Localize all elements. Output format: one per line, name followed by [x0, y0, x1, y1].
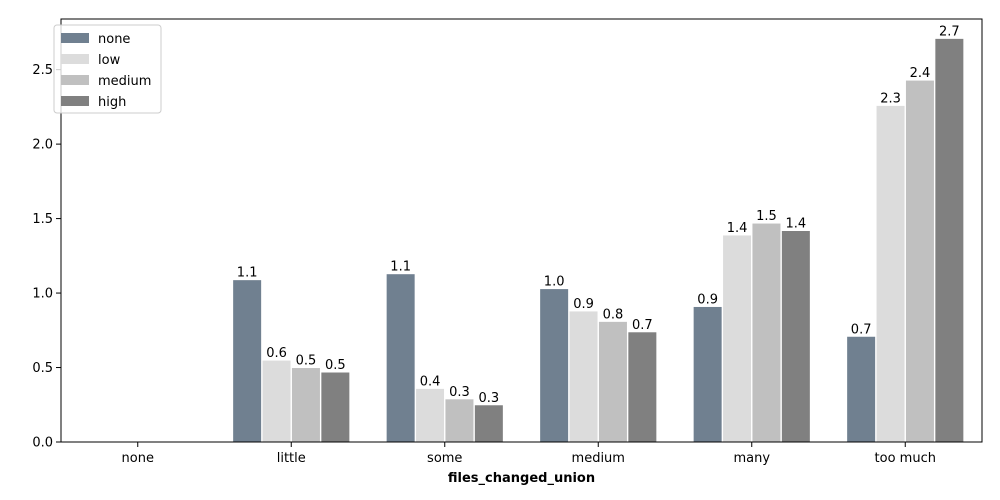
- y-axis: 0.0 0.5 1.0 1.5 2.0 2.5: [32, 63, 61, 451]
- bar-low-too-much: [875, 104, 906, 443]
- bar-none-many: [692, 305, 723, 443]
- bar-labels-layer: 1.1 0.6 0.5 0.5 1.1 0.4 0.3 0.3 1.0 0.9 0.8 0.7 0.9 1…: [237, 24, 960, 405]
- legend-swatch-none: [61, 33, 89, 43]
- bar-value-label: 1.1: [237, 266, 258, 281]
- bar-value-label: 0.5: [296, 354, 317, 369]
- y-tick-label: 0.0: [32, 436, 53, 451]
- bar-high-little: [320, 371, 351, 443]
- bar-low-many: [722, 234, 753, 443]
- bar-value-label: 1.1: [390, 260, 411, 275]
- bar-medium-little: [290, 367, 321, 443]
- bar-medium-medium: [597, 320, 628, 443]
- legend-entry-none: none: [98, 32, 130, 47]
- legend-swatch-low: [61, 54, 89, 64]
- bar-value-label: 0.3: [479, 391, 500, 406]
- bar-high-some: [473, 404, 504, 443]
- y-tick-label: 2.5: [32, 63, 53, 78]
- bar-medium-some: [444, 398, 475, 443]
- bar-value-label: 0.5: [325, 358, 346, 373]
- bar-low-medium: [568, 310, 599, 443]
- x-tick-label: medium: [572, 451, 625, 466]
- x-tick-label: many: [733, 451, 770, 466]
- plot-frame: [60, 18, 983, 443]
- legend-swatch-high: [61, 96, 89, 106]
- bar-none-medium: [539, 288, 570, 443]
- bar-value-label: 0.4: [420, 374, 441, 389]
- bar-value-label: 0.6: [266, 346, 287, 361]
- legend: none low medium high: [53, 24, 162, 114]
- bars-layer: [232, 37, 965, 443]
- bar-value-label: 0.7: [851, 322, 872, 337]
- bar-high-medium: [627, 331, 658, 443]
- y-tick-label: 2.0: [32, 138, 53, 153]
- bar-value-label: 2.3: [880, 91, 901, 106]
- y-tick-label: 0.5: [32, 361, 53, 376]
- bar-none-some: [385, 273, 416, 443]
- y-tick-label: 1.0: [32, 287, 53, 302]
- x-axis-title: files_changed_union: [448, 471, 595, 486]
- bar-medium-too-much: [904, 79, 935, 443]
- x-axis: none little some medium many too much: [122, 442, 936, 466]
- x-tick-label: none: [122, 451, 154, 466]
- bar-value-label: 1.4: [727, 221, 748, 236]
- legend-swatch-medium: [61, 75, 89, 85]
- x-tick-label: little: [277, 451, 306, 466]
- bar-high-too-much: [934, 37, 965, 443]
- legend-entry-low: low: [98, 53, 121, 68]
- bar-low-some: [415, 387, 446, 443]
- bar-value-label: 0.3: [449, 385, 470, 400]
- x-tick-label: some: [427, 451, 462, 466]
- legend-entry-medium: medium: [98, 74, 151, 89]
- legend-frame: [53, 24, 162, 114]
- bar-value-label: 0.8: [603, 307, 624, 322]
- bar-value-label: 0.9: [697, 292, 718, 307]
- bar-medium-many: [751, 222, 782, 443]
- bar-value-label: 1.4: [786, 217, 807, 232]
- y-tick-label: 1.5: [32, 212, 53, 227]
- bar-value-label: 2.7: [939, 24, 960, 39]
- bar-value-label: 1.5: [756, 209, 777, 224]
- bar-value-label: 2.4: [910, 66, 931, 81]
- legend-entry-high: high: [98, 95, 126, 110]
- x-tick-label: too much: [875, 451, 936, 466]
- bar-value-label: 0.9: [573, 297, 594, 312]
- bar-none-little: [232, 279, 263, 443]
- bar-value-label: 1.0: [544, 275, 565, 290]
- bar-value-label: 0.7: [632, 318, 653, 333]
- bar-none-too-much: [846, 335, 877, 443]
- bar-low-little: [261, 359, 292, 443]
- bar-high-many: [780, 230, 811, 443]
